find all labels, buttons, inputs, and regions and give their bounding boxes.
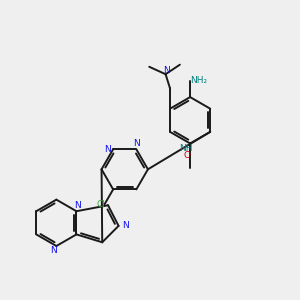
Text: N: N: [75, 201, 81, 210]
Text: N: N: [122, 221, 128, 230]
Text: N: N: [133, 140, 140, 148]
Text: NH₂: NH₂: [190, 76, 207, 85]
Text: N: N: [104, 145, 111, 154]
Text: NH: NH: [179, 144, 192, 153]
Text: N: N: [163, 66, 170, 75]
Text: N: N: [50, 246, 57, 255]
Text: O: O: [184, 151, 191, 160]
Text: Cl: Cl: [97, 200, 106, 209]
